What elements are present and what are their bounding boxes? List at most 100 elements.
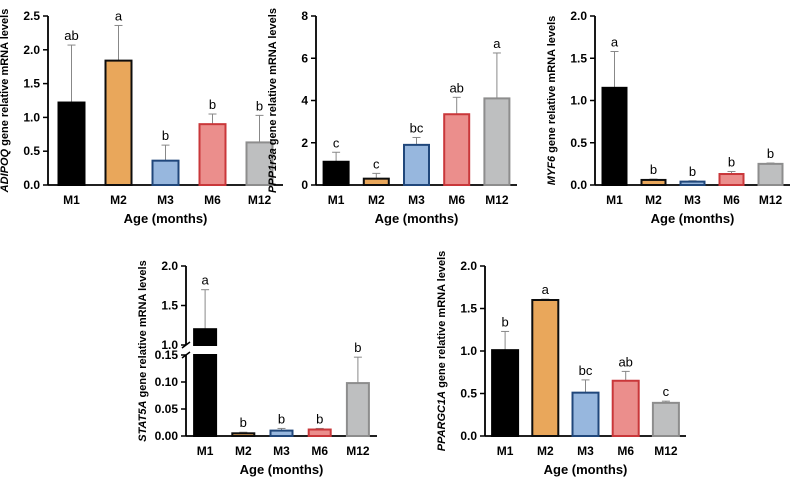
bar-m3 (679, 180, 706, 186)
bar-m6 (718, 173, 745, 186)
bar-m2 (531, 299, 560, 437)
bar-m1-upper (193, 328, 218, 347)
significance-letter: a (542, 282, 550, 297)
x-tick-label: M6 (617, 444, 634, 458)
y-tick-label: 0.0 (460, 429, 477, 443)
y-tick-label: 0.5 (570, 136, 587, 150)
x-tick-label: M12 (346, 444, 370, 458)
significance-letter: b (354, 340, 361, 355)
y-axis: 1.0 1.5 2.0 0.00 0.05 0.10 0.15 (155, 259, 191, 443)
x-tick-label: M6 (311, 444, 328, 458)
y-tick-label: 0.5 (23, 144, 40, 158)
y-axis-label-suffix: gene relative mRNA levels (267, 8, 279, 148)
significance-letter: ab (449, 80, 463, 95)
bar-m6 (443, 113, 471, 186)
significance-letter: b (316, 411, 323, 426)
x-tick-label: M1 (197, 444, 214, 458)
y-tick-label: 0.5 (460, 387, 477, 401)
x-tick-label: M3 (273, 444, 290, 458)
x-tick-label: M12 (485, 193, 509, 207)
significance-letter: a (611, 34, 619, 49)
x-tick-label: M1 (63, 193, 80, 207)
significance-letter: bc (579, 363, 593, 378)
y-tick-label: 4 (301, 94, 308, 108)
y-tick-label: 1.5 (161, 299, 178, 313)
y-tick-label: 0.0 (570, 178, 587, 192)
significance-letter: b (278, 411, 285, 426)
x-tick-label: M12 (759, 193, 783, 207)
x-tick-label: M6 (448, 193, 465, 207)
x-tick-label: M1 (328, 193, 345, 207)
x-tick-label: M3 (577, 444, 594, 458)
significance-letter: b (240, 415, 247, 430)
x-tick-label: M2 (110, 193, 127, 207)
y-axis-label-gene: MYF6 (546, 155, 558, 185)
x-tick-label: M12 (248, 193, 272, 207)
significance-letter: c (663, 384, 670, 399)
bar-m12 (651, 401, 680, 438)
x-tick-label: M2 (235, 444, 252, 458)
chart-panel-stat5a: 1.0 1.5 2.0 0.00 0.05 0.10 0.15 a M1 b M2 b M3 b M6 b M1… (137, 259, 377, 477)
bar-m3 (269, 429, 294, 438)
x-tick-label: M2 (368, 193, 385, 207)
chart-panel-ppp1r3a: 0 2 4 6 8 c M1 c M2 bc M3 ab M6 a M12 Age (months) PPP1r… (267, 8, 517, 226)
x-tick-label: M1 (606, 193, 623, 207)
bar-m3 (151, 159, 180, 187)
significance-letter: bc (410, 120, 424, 135)
significance-letter: b (728, 154, 735, 169)
y-axis-label: STAT5A gene relative mRNA levels (137, 260, 149, 441)
x-axis-label: Age (months) (651, 211, 735, 226)
x-tick-label: M2 (537, 444, 554, 458)
significance-letter: a (201, 273, 209, 288)
significance-letter: b (501, 314, 508, 329)
y-tick-label: 2.5 (23, 9, 40, 23)
significance-letter: a (493, 36, 501, 51)
y-tick-label: 1.0 (23, 110, 40, 124)
y-axis: 0.0 0.5 1.0 1.5 2.0 (460, 259, 486, 443)
y-tick-label: 0.00 (155, 429, 179, 443)
bar-m2 (231, 432, 256, 437)
significance-letter: c (373, 156, 380, 171)
significance-letter: b (689, 164, 696, 179)
y-axis-label-suffix: gene relative mRNA levels (546, 16, 558, 156)
bar-m12 (345, 382, 370, 437)
y-tick-label: 2.0 (161, 259, 178, 273)
bar-m2 (362, 177, 390, 187)
x-tick-label: M1 (497, 444, 514, 458)
bar-m12 (757, 162, 784, 186)
significance-letter: b (650, 162, 657, 177)
y-axis-label: ADIPOQ gene relative mRNA levels (0, 9, 11, 194)
y-tick-label: 8 (301, 9, 308, 23)
significance-letter: c (333, 135, 340, 150)
y-axis-label-suffix: gene relative mRNA levels (0, 9, 11, 149)
y-tick-label: 2.0 (23, 43, 40, 57)
bar-m1 (491, 349, 520, 437)
x-tick-label: M6 (204, 193, 221, 207)
y-tick-label: 1.5 (23, 77, 40, 91)
y-tick-label: 2.0 (460, 259, 477, 273)
bar-m1 (322, 160, 350, 186)
y-axis: 0.0 0.5 1.0 1.5 2.0 2.5 (23, 9, 49, 192)
bar-m2 (640, 178, 667, 186)
significance-letter: b (209, 97, 216, 112)
bar-m3 (571, 391, 600, 437)
chart-panel-myf6: 0.0 0.5 1.0 1.5 2.0 a M1 b M2 b M3 b M6 b M12 Age (mont… (546, 9, 790, 226)
y-tick-label: 1.0 (161, 338, 178, 352)
significance-letter: ab (618, 354, 632, 369)
x-axis-label: Age (months) (544, 462, 628, 477)
x-tick-label: M2 (645, 193, 662, 207)
y-axis-label-suffix: gene relative mRNA levels (137, 260, 149, 400)
x-tick-label: M12 (654, 444, 678, 458)
y-tick-label: 0.0 (23, 178, 40, 192)
bar-m6 (307, 428, 332, 437)
bar-m3 (403, 143, 430, 187)
y-tick-label: 6 (301, 51, 308, 65)
x-axis-label: Age (months) (124, 211, 208, 226)
significance-letter: b (767, 146, 774, 161)
y-tick-label: 0.05 (155, 402, 179, 416)
bar-m6 (198, 123, 227, 187)
y-axis-label-gene: ADIPOQ (0, 148, 11, 193)
bar-m12 (245, 141, 274, 187)
y-axis-label-gene: PPARGC1A (436, 391, 448, 451)
